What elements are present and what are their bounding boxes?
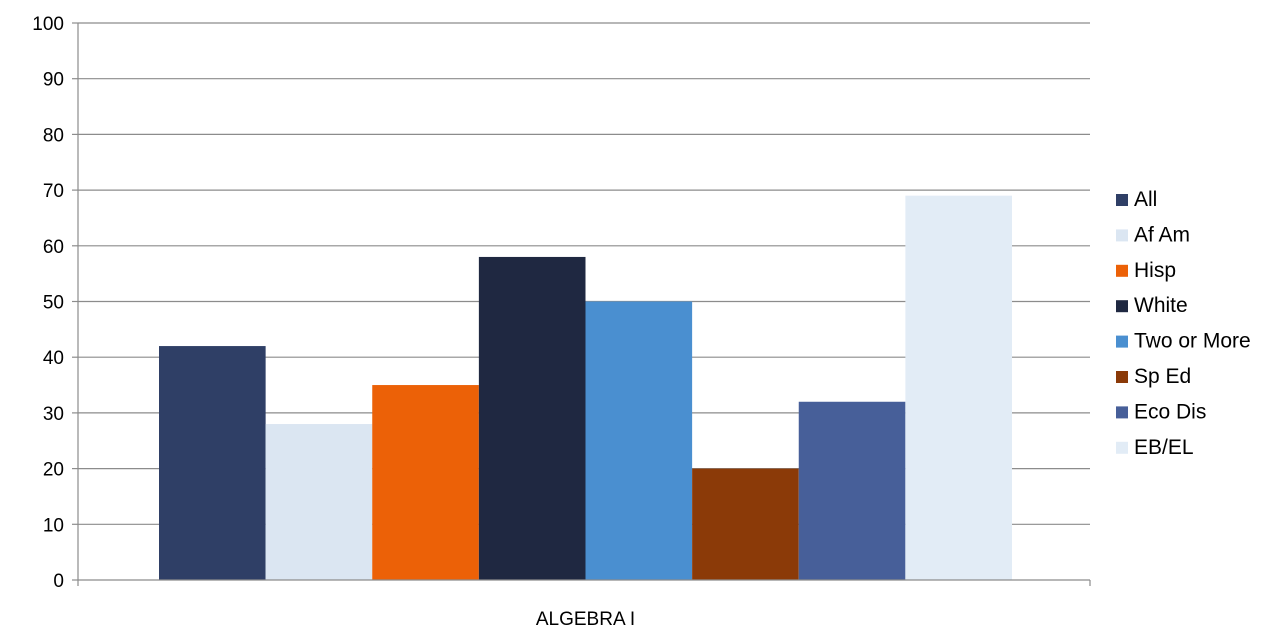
y-tick-label: 80 (43, 125, 64, 146)
legend-swatch (1116, 229, 1128, 242)
legend-swatch (1116, 300, 1128, 313)
bar-all (159, 346, 266, 580)
legend-swatch (1116, 194, 1128, 206)
bar-eco-dis (798, 401, 906, 580)
legend-label: White (1134, 294, 1188, 317)
y-tick-label: 0 (53, 571, 64, 592)
legend-swatch (1116, 371, 1128, 383)
y-tick-label: 70 (43, 181, 64, 202)
legend-label: Eco Dis (1134, 400, 1206, 423)
bar-sp-ed (692, 468, 799, 580)
y-tick-label: 100 (32, 14, 64, 35)
legend-label: All (1134, 188, 1157, 211)
bar-white (478, 256, 586, 580)
axis-labels: 0 10 20 30 40 50 60 70 80 90 100 ALGEBRA I (32, 14, 635, 628)
bar-af-am (265, 424, 373, 580)
legend-swatch (1116, 335, 1128, 348)
bars (159, 195, 1012, 581)
x-category-label: ALGEBRA I (536, 609, 635, 628)
legend-swatch (1116, 406, 1128, 419)
y-tick-label: 50 (43, 293, 64, 314)
bar-hisp (372, 385, 479, 580)
legend-label: Two or More (1134, 330, 1251, 353)
legend: All Af Am Hisp White Two or More Sp Ed Eco Dis… (1116, 188, 1251, 459)
y-tick-label: 10 (43, 515, 64, 536)
bar-eb-el (905, 195, 1012, 581)
legend-swatch (1116, 264, 1128, 277)
legend-label: Hisp (1134, 259, 1176, 282)
legend-label: EB/EL (1134, 436, 1194, 459)
y-tick-label: 40 (43, 348, 64, 369)
legend-label: Af Am (1134, 223, 1190, 246)
legend-label: Sp Ed (1134, 365, 1191, 388)
y-tick-label: 20 (43, 460, 64, 481)
bar-two-or-more (585, 301, 693, 580)
y-tick-label: 60 (43, 237, 64, 258)
y-tick-label: 30 (43, 404, 64, 425)
legend-swatch (1116, 441, 1128, 454)
y-tick-label: 90 (43, 70, 64, 91)
axes (72, 22, 1091, 586)
